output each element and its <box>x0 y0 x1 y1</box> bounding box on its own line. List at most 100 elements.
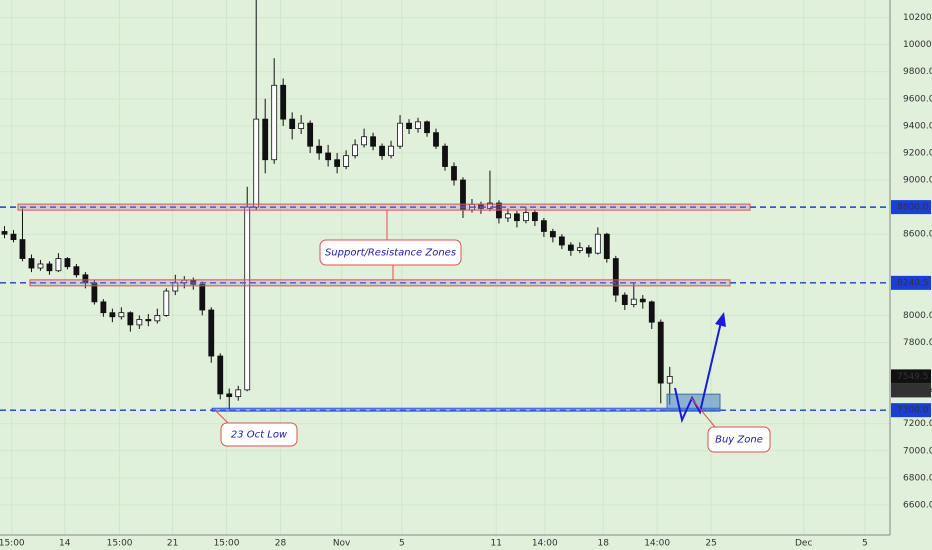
countdown: 03:26:34 <box>895 386 932 396</box>
x-tick-label: 15:00 <box>214 539 240 549</box>
candle-body <box>208 309 215 357</box>
x-tick-label: 25 <box>705 539 716 549</box>
last-price-badge <box>891 369 931 384</box>
candle-body <box>379 145 385 157</box>
level-label: 8240.5 <box>897 278 929 288</box>
level-badge <box>891 200 931 215</box>
candle-body <box>64 258 71 268</box>
candle-body <box>370 136 376 147</box>
candle-body <box>594 233 601 254</box>
candle-body <box>639 298 646 303</box>
candle-body <box>100 301 107 314</box>
candle-body <box>648 301 655 323</box>
candle-body <box>253 118 260 208</box>
candles <box>1 0 673 411</box>
candle-body <box>271 84 278 161</box>
candle-body <box>442 145 448 167</box>
y-tick-label: 9200.0 <box>903 148 932 158</box>
candle-body <box>424 121 430 134</box>
candle-body <box>28 258 35 269</box>
candle-body <box>109 312 116 318</box>
candle-body <box>388 145 394 157</box>
x-tick-label: 5 <box>862 539 868 549</box>
y-tick-label: 10000.0 <box>903 40 932 50</box>
candle-body <box>603 233 610 259</box>
callout-box <box>707 426 771 453</box>
callout-text: 23 Oct Low <box>231 430 288 441</box>
candle-body <box>531 212 538 222</box>
callout-box <box>319 239 462 266</box>
candle-body <box>343 155 350 167</box>
candle-body <box>244 206 251 391</box>
candle-body <box>73 266 80 276</box>
x-tick-label: 5 <box>399 539 405 549</box>
candle-body <box>10 233 17 241</box>
candle-body <box>567 244 574 251</box>
y-tick-label: 6800.0 <box>903 473 932 483</box>
candle-body <box>298 122 305 130</box>
level-badge <box>891 275 931 290</box>
x-tick-label: 18 <box>597 539 609 549</box>
candle-body <box>136 319 143 326</box>
candle-body <box>280 84 287 120</box>
candle-body <box>1 231 8 235</box>
candle-body <box>19 239 26 259</box>
candle-body <box>415 121 421 130</box>
level-label: 7300.0 <box>897 406 929 416</box>
x-tick-label: 14:00 <box>532 539 558 549</box>
candle-body <box>514 213 520 222</box>
last-price-label: 7549.5 <box>897 372 929 382</box>
drawings: Support/Resistance Zones 23 Oct Low Buy Zo… <box>0 203 890 453</box>
x-tick-label: 21 <box>167 539 178 549</box>
candle-body <box>118 312 125 318</box>
y-tick-label: 7800.0 <box>903 338 932 348</box>
candle-body <box>406 122 412 130</box>
candle-body <box>621 294 628 305</box>
y-tick-label: 7000.0 <box>903 446 932 456</box>
zone-box <box>17 203 751 211</box>
callout-pointer <box>690 397 716 428</box>
y-tick-label: 7200.0 <box>903 419 932 429</box>
candle-body <box>37 263 44 269</box>
grid <box>0 0 890 535</box>
candle-body <box>262 118 269 161</box>
x-tick-label: 15:00 <box>0 539 25 549</box>
x-tick-label: 28 <box>275 539 287 549</box>
x-tick-label: 15:00 <box>107 539 133 549</box>
candle-body <box>127 312 134 326</box>
callout-box <box>220 422 298 447</box>
candle-body <box>316 145 323 154</box>
candle-body <box>289 118 296 130</box>
candle-body <box>612 258 619 296</box>
y-tick-label: 6600.0 <box>903 500 932 510</box>
candle-body <box>666 375 673 384</box>
y-tick-label: 10200.0 <box>903 13 932 23</box>
x-tick-label: Nov <box>333 539 351 549</box>
x-tick-label: 14:00 <box>644 539 670 549</box>
candle-body <box>352 144 359 157</box>
candle-body <box>558 236 565 246</box>
y-tick-label: 9600.0 <box>903 94 932 104</box>
x-tick-label: 11 <box>491 539 502 549</box>
candle-body <box>397 122 403 147</box>
candle-body <box>505 213 511 219</box>
callout-pointer <box>214 409 229 424</box>
candle-body <box>657 321 664 384</box>
candle-body <box>487 202 493 209</box>
x-tick-label: 14 <box>59 539 71 549</box>
candle-body <box>226 393 233 398</box>
candle-body <box>540 220 547 232</box>
y-tick-label: 8000.0 <box>903 311 932 321</box>
y-tick-label: 9000.0 <box>903 176 932 186</box>
candle-body <box>361 136 367 146</box>
zone-box <box>211 407 721 412</box>
y-tick-label: 9800.0 <box>903 67 932 77</box>
candle-body <box>217 355 224 395</box>
callout-text: Buy Zone <box>715 435 763 446</box>
x-tick-label: Dec <box>795 539 812 549</box>
arrow-head <box>715 312 726 327</box>
candle-body <box>451 166 457 181</box>
